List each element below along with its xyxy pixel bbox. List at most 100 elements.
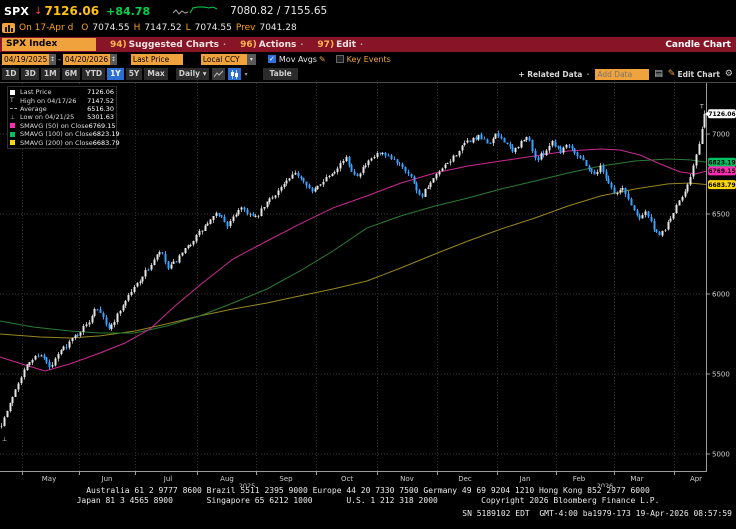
tab-period-1y[interactable]: 1Y: [107, 68, 124, 80]
candles: [0, 110, 706, 429]
tab-period-3d[interactable]: 3D: [21, 68, 39, 80]
menu-actions[interactable]: 96) Actions ·: [240, 40, 303, 50]
tab-period-1d[interactable]: 1D: [2, 68, 20, 80]
key-events-label: Key Events: [346, 54, 391, 64]
price-badge-value: 7126.06: [708, 111, 735, 118]
legend-value: 7126.06: [87, 88, 114, 97]
security-input[interactable]: SPX Index: [2, 38, 96, 51]
day-range: 7080.82 / 7155.65: [230, 5, 328, 17]
menu-dropdown-icon: ·: [300, 40, 304, 49]
intraday-chart-icon[interactable]: [2, 23, 15, 33]
menu-number: 97): [317, 39, 335, 50]
price-badge-value: 6769.15: [708, 168, 735, 175]
legend-value: 6769.15: [88, 121, 116, 130]
price-badge: [708, 166, 736, 176]
legend-row: ⊥ Low on 04/21/25 5301.63: [10, 113, 114, 121]
tab-period-max[interactable]: Max: [144, 68, 168, 80]
line-chart-icon[interactable]: [212, 68, 226, 80]
y-axis-tick-label: 6500: [712, 211, 730, 219]
svg-text:T: T: [699, 103, 704, 110]
price-change: +84.78: [106, 4, 151, 18]
chart-type-dropdown-icon[interactable]: ▾: [244, 70, 248, 78]
menu-label: Edit: [336, 39, 357, 50]
currency-field-input[interactable]: [200, 53, 247, 65]
legend-label: SMAVG (50) on Close: [20, 121, 89, 130]
related-data-dropdown-icon: ·: [586, 69, 590, 79]
menu-suggested-charts[interactable]: 94) Suggested Charts ·: [110, 40, 226, 50]
svg-text:⊥: ⊥: [2, 436, 7, 443]
x-axis-month-label: Nov: [400, 475, 414, 483]
tab-period-ytd[interactable]: YTD: [82, 68, 106, 80]
x-axis-month-label: Apr: [690, 475, 702, 483]
menu-dropdown-icon: ·: [223, 40, 227, 49]
x-axis-year-label: 2026: [597, 482, 614, 487]
price-badge: [708, 180, 736, 190]
tab-period-5y[interactable]: 5Y: [125, 68, 143, 80]
terminal-footer: Australia 61 2 9777 8600 Brazil 5511 239…: [0, 486, 736, 529]
related-data-label: + Related Data: [518, 69, 583, 79]
legend-row: Last Price 7126.06: [10, 88, 114, 96]
x-axis-month-label: Aug: [220, 475, 234, 483]
price-badge-value: 6823.19: [708, 160, 735, 167]
chart-legend: Last Price 7126.06 T High on 04/17/26 7147.5…: [7, 86, 120, 149]
legend-row: SMAVG (50) on Close 6769.15: [10, 121, 116, 130]
chart-toolbar: ↕ - ↕ ▾ ✓ Mov Avgs ✎ Key Events: [0, 52, 736, 66]
high-low-markers: T⊥: [2, 103, 704, 443]
last-price: 7126.06: [44, 4, 100, 18]
x-axis-month-label: Dec: [458, 475, 472, 483]
table-button[interactable]: Table: [263, 68, 298, 80]
legend-marker-square-icon: [10, 89, 18, 95]
legend-row: T High on 04/17/26 7147.52: [10, 96, 114, 105]
prev-value: 7041.28: [259, 23, 297, 33]
y-axis-tick-label: 5500: [712, 371, 730, 379]
mov-avgs-label: Mov Avgs: [278, 54, 317, 64]
edit-chart-label[interactable]: Edit Chart: [677, 69, 720, 79]
menu-edit[interactable]: 97) Edit ·: [317, 40, 363, 50]
currency-dropdown-icon[interactable]: ▾: [246, 53, 256, 65]
related-data-button[interactable]: + Related Data ·: [518, 70, 589, 79]
menu-label: Actions: [258, 39, 297, 50]
x-axis-month-label: May: [42, 475, 56, 483]
gear-icon[interactable]: ⚙: [724, 69, 733, 79]
candle-chart-icon[interactable]: [228, 68, 242, 80]
low-label: L: [185, 23, 191, 33]
tab-period-6m[interactable]: 6M: [61, 68, 81, 80]
ticker-symbol: SPX: [4, 4, 30, 18]
export-icon[interactable]: ▤: [654, 69, 663, 79]
low-value: 7074.55: [194, 23, 232, 33]
legend-label: High on 04/17/26: [20, 96, 77, 105]
y-axis-tick-label: 5000: [712, 451, 730, 459]
key-events-checkbox[interactable]: [335, 55, 344, 63]
x-axis-month-label: Mar: [630, 475, 643, 483]
y-axis-tick-label: 6000: [712, 291, 730, 299]
frequency-dropdown[interactable]: Daily ▾: [175, 68, 210, 80]
legend-value: 5301.63: [87, 113, 114, 122]
legend-marker-dash-icon: [10, 108, 18, 110]
x-axis-month-label: Jun: [101, 475, 113, 483]
tab-period-1m[interactable]: 1M: [40, 68, 60, 80]
chart-type-title: Candle Chart: [665, 39, 731, 50]
axes: 7000 6500 6000 5500 5000 May Jun Jul Aug Sep Oct No…: [0, 83, 730, 490]
price-field-input[interactable]: [130, 53, 183, 65]
y-axis-tick-label: 7000: [712, 131, 730, 139]
mov-avgs-checkbox[interactable]: ✓: [267, 55, 276, 63]
date-to-spinner[interactable]: ↕: [109, 53, 117, 65]
date-from-input[interactable]: [2, 53, 49, 65]
sma-200-line: [0, 182, 708, 339]
date-to-input[interactable]: [62, 53, 110, 65]
pencil-icon[interactable]: ✎: [667, 69, 676, 79]
legend-value: 6683.79: [92, 138, 120, 147]
legend-marker-square-icon: [10, 123, 18, 129]
date-from-spinner[interactable]: ↕: [49, 53, 56, 65]
add-data-input[interactable]: [595, 68, 650, 80]
edit-mov-avgs-pencil-icon[interactable]: ✎: [318, 54, 326, 64]
quote-line-2: On 17-Apr d O 7074.55 H 7147.52 L 7074.5…: [2, 21, 736, 35]
high-label: H: [133, 23, 141, 33]
date-range-separator: -: [58, 54, 61, 64]
sma-50-line: [0, 148, 708, 372]
candle-chart-area[interactable]: Last Price 7126.06 T High on 04/17/26 7147.5…: [0, 82, 736, 490]
legend-value: 6823.19: [92, 130, 120, 139]
open-value: 7074.55: [92, 23, 130, 33]
